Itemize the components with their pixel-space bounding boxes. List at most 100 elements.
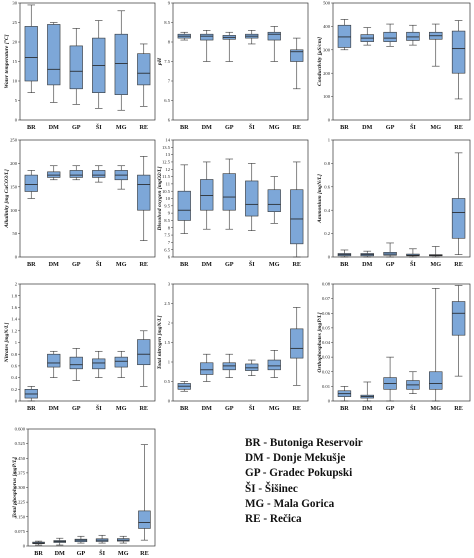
dissolved-oxygen-iqr-box bbox=[267, 189, 281, 212]
total-phosphorus-ytick-label: 0.300 bbox=[15, 485, 26, 490]
orthophosphates-box-mg bbox=[429, 288, 443, 402]
water-temperature-category-label: GP bbox=[72, 124, 81, 131]
dissolved-oxygen-box-br bbox=[177, 164, 191, 234]
dissolved-oxygen-box-ši bbox=[245, 163, 259, 231]
total-phosphorus-ytick-label: 0.075 bbox=[15, 529, 26, 534]
total-nitrogen-category-label: ŠI bbox=[249, 404, 255, 412]
nitrates-frame bbox=[19, 283, 156, 402]
ammonium-ytick-label: 0 bbox=[328, 255, 331, 260]
total-phosphorus-box-ši bbox=[95, 534, 109, 544]
ammonium-category-label: DM bbox=[362, 261, 372, 268]
total-phosphorus-category-label: ŠI bbox=[99, 549, 105, 557]
conductivity-box-ši bbox=[406, 24, 420, 46]
dissolved-oxygen-ytick-label: 11.5 bbox=[162, 174, 171, 179]
total-nitrogen-ytick-label: 1.5 bbox=[164, 340, 170, 345]
ph-box-gp bbox=[222, 31, 236, 62]
total-phosphorus-ytick-label: 0.225 bbox=[15, 500, 26, 505]
conductivity-category-label: BR bbox=[340, 124, 349, 131]
ammonium-category-label: BR bbox=[340, 261, 349, 268]
alkalinity-ytick-label: 100 bbox=[10, 208, 18, 213]
alkalinity-category-label: GP bbox=[72, 261, 81, 268]
alkalinity-box-gp bbox=[69, 165, 83, 181]
legend-item-dm: DM - Donje Mekušje bbox=[245, 452, 346, 465]
chart-total-phosphorus: 0 0.075 0.150 0.225 0.300 0.375 0.450 0.525 0.60… bbox=[12, 427, 156, 557]
alkalinity-ytick-label: 50 bbox=[12, 231, 17, 236]
total-phosphorus-frame bbox=[27, 428, 156, 547]
nitrates-box-mg bbox=[114, 350, 128, 378]
nitrates-box-ši bbox=[92, 350, 106, 378]
nitrates-ytick-label: 0.8 bbox=[11, 352, 17, 357]
orthophosphates-ytick-label: 0.05 bbox=[322, 325, 331, 330]
total-nitrogen-box-re bbox=[290, 307, 304, 386]
water-temperature-ylabel: Water temperature [°C] bbox=[3, 34, 10, 88]
total-phosphorus-category-label: BR bbox=[34, 550, 43, 557]
water-temperature-category-label: MG bbox=[116, 124, 127, 131]
total-nitrogen-category-label: BR bbox=[180, 405, 189, 412]
conductivity-box-gp bbox=[383, 23, 397, 47]
total-phosphorus-box-dm bbox=[53, 537, 66, 546]
nitrates-ytick-label: 1.4 bbox=[11, 317, 17, 322]
dissolved-oxygen-box-dm bbox=[200, 161, 214, 230]
alkalinity-ylabel: Alkalinity [mg CaCO3/L] bbox=[4, 169, 10, 229]
total-phosphorus-ytick-label: 0.525 bbox=[15, 441, 26, 446]
chart-conductivity: 0 100 200 300 400 500 Conductivity [μS/cm] BR DM… bbox=[317, 1, 471, 131]
chart-ph: 6 6.5 7 7.5 8 8.5 9 pH BR DM GP ŠI MG RE bbox=[157, 1, 309, 131]
ammonium-category-label: GP bbox=[386, 261, 395, 268]
orthophosphates-category-label: MG bbox=[430, 405, 441, 412]
nitrates-box-br bbox=[24, 386, 38, 402]
water-temperature-iqr-box bbox=[114, 33, 128, 95]
chart-dissolved-oxygen: 6 6.5 7 7.5 8 8.5 9 9.5 10 10.5 11 11.5 12 12.5 13 13.5… bbox=[157, 138, 309, 268]
dissolved-oxygen-ytick-label: 12 bbox=[165, 167, 170, 172]
dissolved-oxygen-iqr-box bbox=[200, 179, 214, 211]
dissolved-oxygen-box-mg bbox=[267, 176, 281, 224]
ph-ytick-label: 8 bbox=[168, 40, 171, 45]
ammonium-box-gp bbox=[383, 242, 397, 258]
alkalinity-box-mg bbox=[114, 165, 128, 190]
ammonium-box-re bbox=[451, 152, 466, 255]
orthophosphates-category-label: ŠI bbox=[410, 404, 416, 412]
alkalinity-ytick-label: 200 bbox=[10, 161, 18, 166]
nitrates-category-label: ŠI bbox=[96, 404, 102, 412]
total-phosphorus-ytick-label: 0.150 bbox=[15, 514, 26, 519]
dissolved-oxygen-ytick-label: 8.5 bbox=[164, 218, 170, 223]
total-phosphorus-category-label: DM bbox=[55, 550, 65, 557]
orthophosphates-box-gp bbox=[383, 356, 397, 402]
ph-box-br bbox=[177, 31, 191, 41]
orthophosphates-ytick-label: 0.08 bbox=[322, 282, 331, 287]
chart-ammonium: 0 0.2 0.4 0.6 0.8 1 Ammonium [mgN/L] BR DM GP ŠI MG… bbox=[317, 138, 471, 268]
nitrates-category-label: GP bbox=[72, 405, 81, 412]
nitrates-box-re bbox=[137, 330, 151, 387]
legend-item-mg: MG - Mala Gorica bbox=[245, 497, 335, 510]
total-nitrogen-iqr-box bbox=[245, 363, 259, 371]
dissolved-oxygen-category-label: BR bbox=[180, 261, 189, 268]
water-temperature-category-label: DM bbox=[49, 124, 59, 131]
water-temperature-box-dm bbox=[47, 22, 61, 103]
alkalinity-iqr-box bbox=[137, 174, 151, 211]
ammonium-category-label: RE bbox=[454, 261, 463, 268]
orthophosphates-ytick-label: 0 bbox=[328, 399, 331, 404]
conductivity-box-re bbox=[451, 20, 466, 100]
dissolved-oxygen-category-label: GP bbox=[225, 261, 234, 268]
alkalinity-iqr-box bbox=[24, 174, 38, 192]
chart-water-temperature: 0 5 10 15 20 25 30 Water temperature [°C] BR DM GP… bbox=[3, 1, 156, 131]
conductivity-ytick-label: 200 bbox=[323, 71, 331, 76]
dissolved-oxygen-ytick-label: 6 bbox=[168, 255, 171, 260]
conductivity-ytick-label: 400 bbox=[323, 24, 331, 29]
conductivity-ytick-label: 100 bbox=[323, 94, 331, 99]
water-temperature-iqr-box bbox=[69, 45, 83, 90]
water-temperature-ytick-label: 5 bbox=[15, 98, 18, 103]
ph-category-label: BR bbox=[180, 124, 189, 131]
total-phosphorus-category-label: MG bbox=[118, 550, 129, 557]
water-temperature-category-label: RE bbox=[139, 124, 148, 131]
total-phosphorus-ylabel: Total phosphorus [mgP/L] bbox=[12, 457, 18, 518]
orthophosphates-ytick-label: 0.01 bbox=[322, 384, 331, 389]
nitrates-ytick-label: 0.2 bbox=[11, 387, 17, 392]
orthophosphates-iqr-box bbox=[451, 301, 466, 336]
chart-total-nitrogen: 0 0.5 1 1.5 2 2.5 3 Total nitrogen [mgN/L] BR DM G… bbox=[157, 282, 309, 412]
total-nitrogen-ytick-label: 0.5 bbox=[164, 379, 170, 384]
orthophosphates-ytick-label: 0.06 bbox=[322, 311, 331, 316]
conductivity-category-label: DM bbox=[362, 124, 372, 131]
chart-nitrates: 0 0.2 0.4 0.6 0.8 1 1.2 1.4 1.6 1.8 2 Nitrates [mgN… bbox=[4, 282, 156, 412]
water-temperature-box-gp bbox=[69, 28, 83, 105]
ammonium-box-dm bbox=[360, 250, 374, 258]
